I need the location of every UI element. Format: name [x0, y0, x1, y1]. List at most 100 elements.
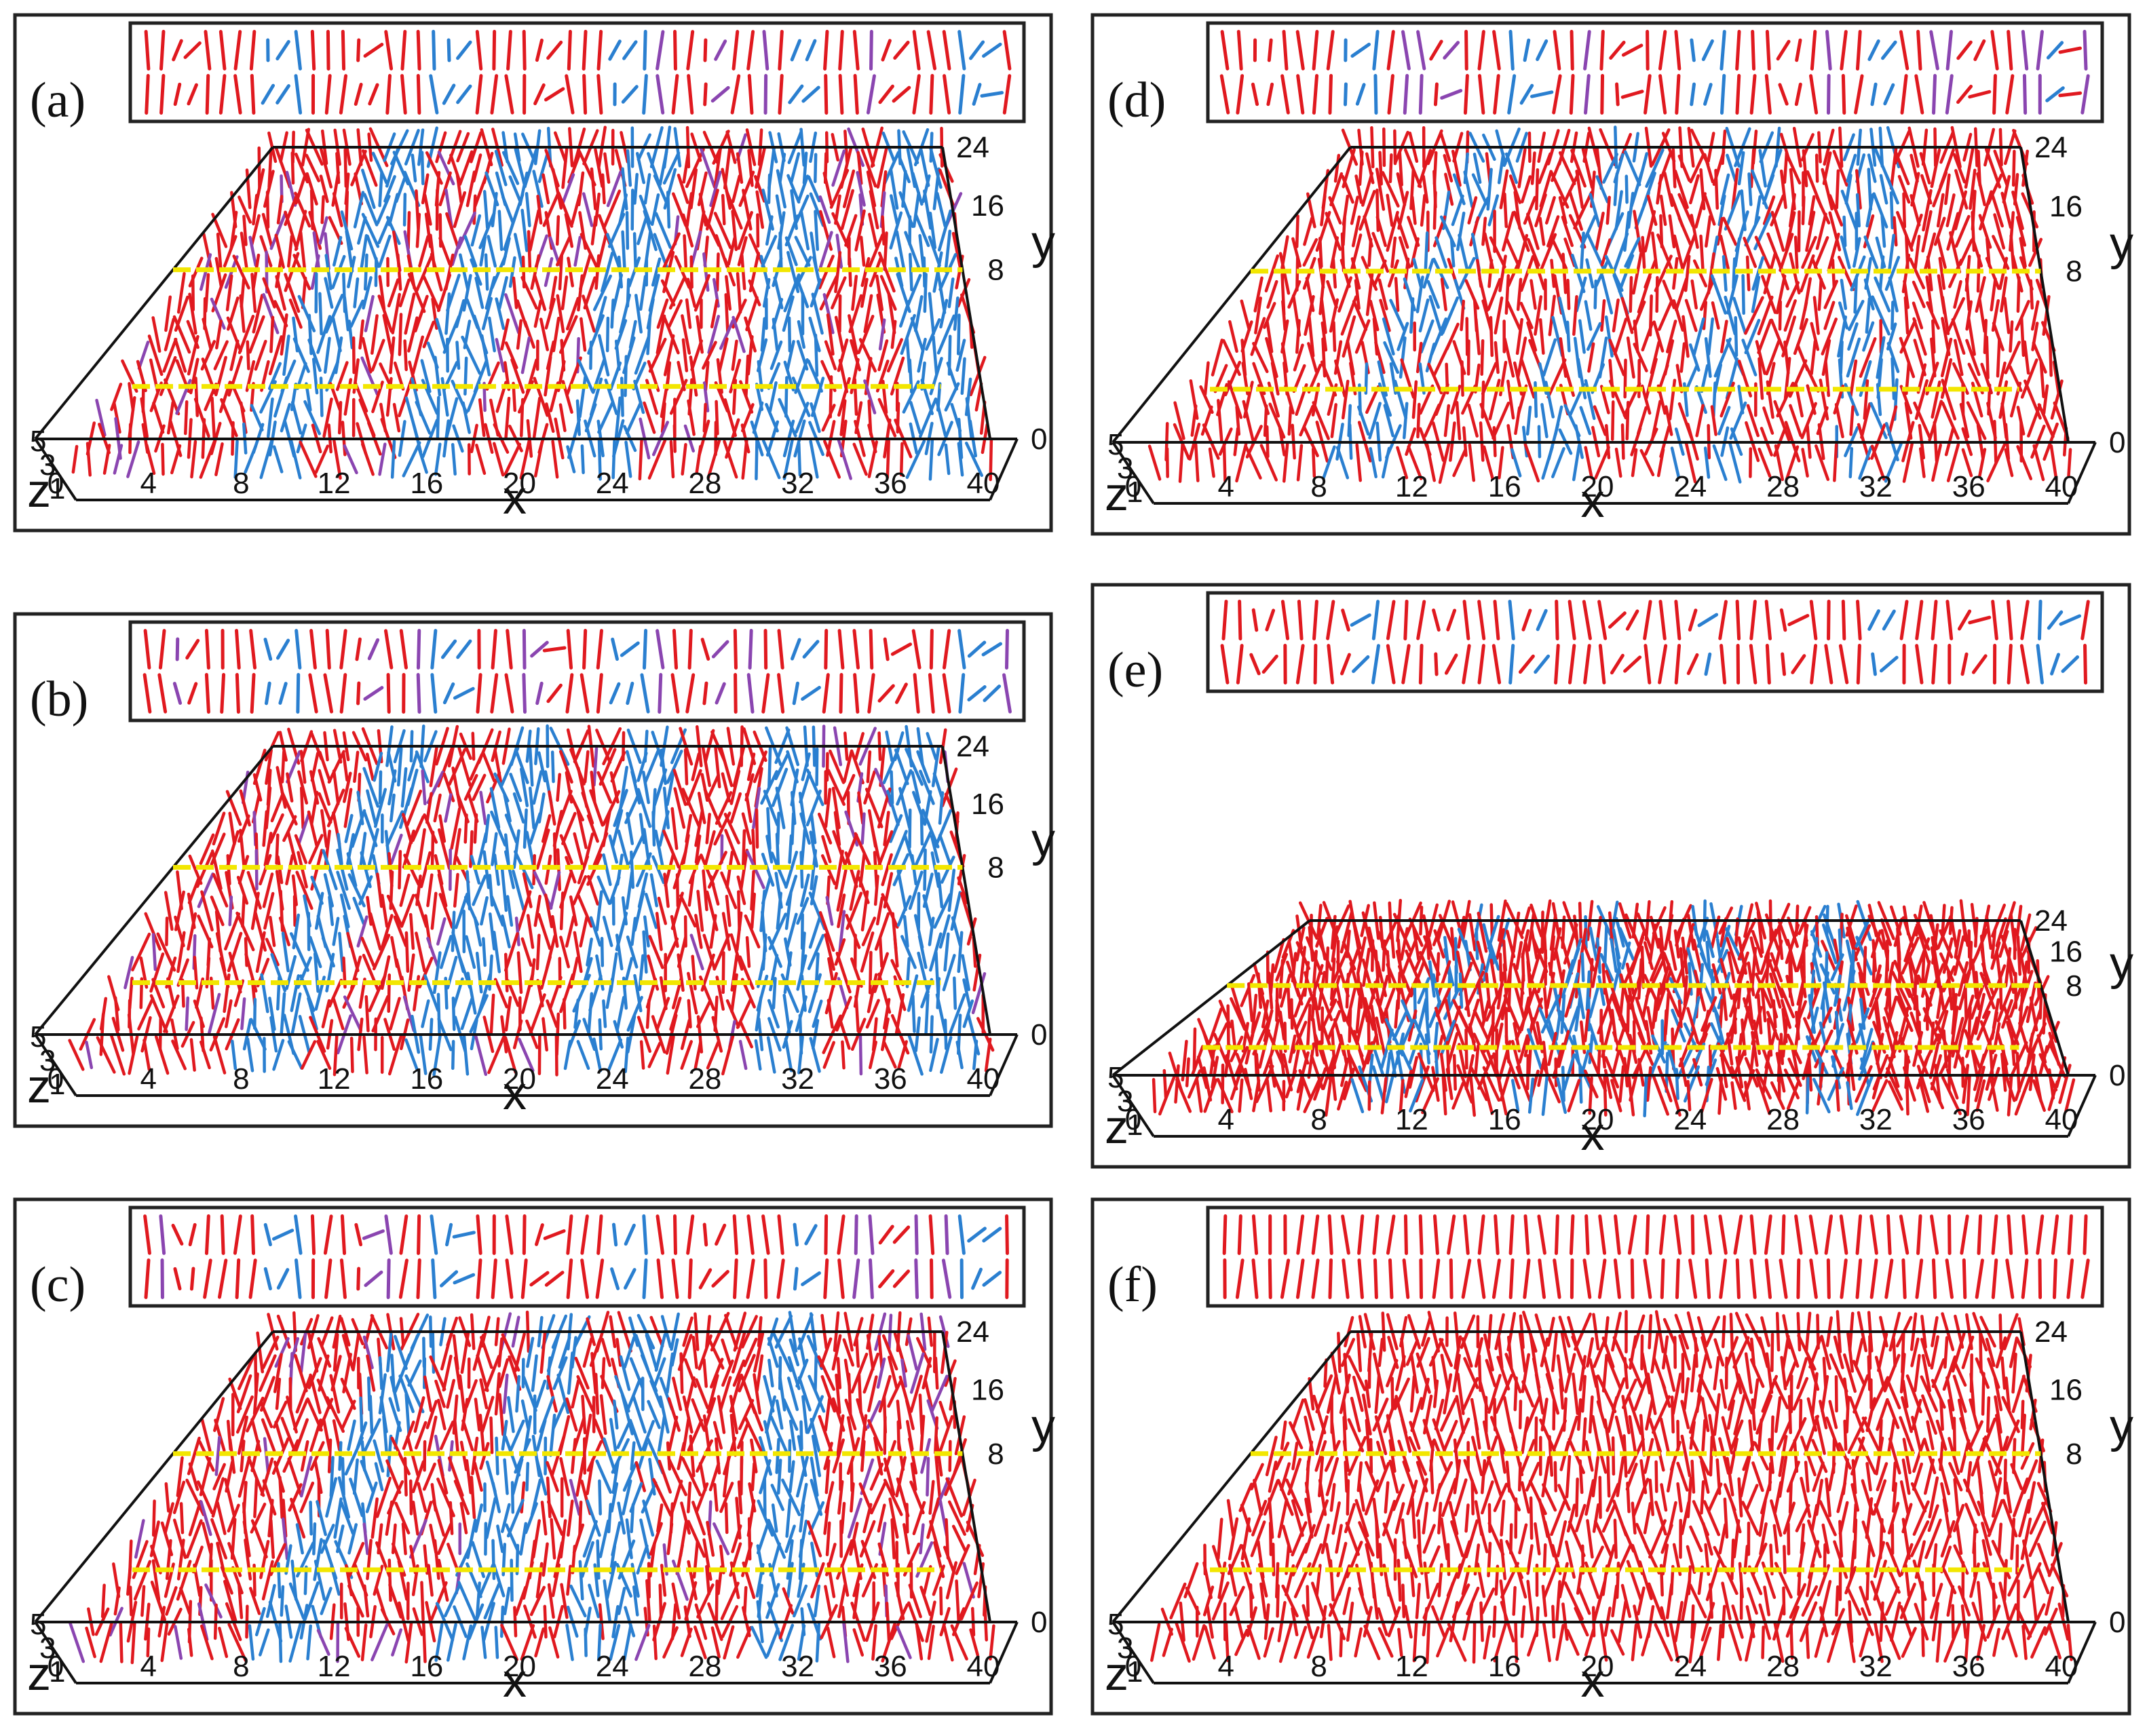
inset-vector: [866, 74, 876, 115]
x-tick-label: 8: [1310, 470, 1327, 503]
field-vector: [573, 931, 583, 973]
inset-vector: [456, 40, 472, 60]
field-vector: [481, 751, 496, 783]
field-vector: [95, 398, 107, 437]
x-tick-label: 8: [233, 467, 249, 500]
field-vector: [935, 191, 947, 228]
x-tick-label: 4: [140, 1062, 156, 1096]
inset-vector: [453, 687, 475, 700]
field-vector: [944, 229, 952, 273]
field-vector: [370, 314, 379, 355]
inset-vector: [368, 83, 379, 106]
field-vector: [408, 912, 415, 950]
field-vector: [808, 914, 822, 949]
field-vector: [681, 213, 694, 248]
field-vector: [250, 404, 264, 431]
field-vector: [611, 809, 624, 849]
y-axis-title: y: [1031, 813, 1055, 866]
inset-vector: [1841, 600, 1846, 640]
field-vector: [831, 786, 841, 830]
inset-vector: [981, 642, 1002, 657]
inset-vector: [2022, 74, 2028, 115]
field-vector: [532, 396, 542, 439]
field-vector: [824, 340, 837, 370]
field-vector: [558, 403, 567, 432]
inset-vector: [881, 39, 892, 62]
field-vector: [238, 195, 252, 224]
field-vector: [254, 339, 267, 371]
field-vector: [775, 832, 780, 866]
field-vector: [723, 813, 740, 845]
field-vector: [433, 793, 442, 823]
field-vector: [721, 951, 725, 995]
field-vector: [512, 829, 520, 869]
inset-vector: [276, 84, 290, 104]
inset-vector: [325, 629, 331, 670]
inset-vector: [416, 74, 421, 115]
field-vector: [894, 748, 909, 786]
field-vector: [525, 830, 535, 868]
field-vector: [495, 338, 506, 373]
inset-vector: [733, 1258, 738, 1299]
field-vector: [307, 339, 322, 372]
field-vector: [852, 442, 868, 476]
field-vector: [850, 1482, 855, 1513]
field-vector: [890, 320, 897, 349]
field-vector: [479, 790, 487, 826]
field-vector: [796, 954, 808, 991]
field-vector: [662, 829, 681, 869]
field-vector: [294, 210, 307, 252]
field-vector: [663, 872, 670, 908]
field-vector: [654, 829, 664, 869]
inset-vector: [385, 74, 392, 115]
field-vector: [383, 175, 396, 203]
field-vector: [311, 358, 319, 395]
field-vector: [896, 869, 907, 912]
field-vector: [750, 870, 755, 911]
inset-vector: [914, 1214, 919, 1255]
field-vector: [643, 749, 660, 784]
z-tick-label: 1: [49, 472, 65, 505]
field-vector: [882, 749, 900, 785]
field-vector: [551, 168, 563, 210]
field-vector: [396, 747, 403, 787]
x-tick-label: 40: [2045, 470, 2078, 503]
inset-vector: [233, 74, 242, 115]
field-vector: [564, 212, 574, 248]
field-vector: [577, 893, 593, 928]
field-vector: [328, 895, 335, 927]
inset-vector: [929, 629, 934, 670]
field-vector: [957, 442, 964, 477]
field-vector: [290, 151, 295, 185]
field-vector: [889, 168, 899, 210]
field-vector: [902, 380, 920, 414]
inset-vector: [732, 30, 740, 71]
field-vector: [472, 773, 487, 801]
field-vector: [642, 930, 648, 974]
field-vector: [810, 813, 817, 845]
field-vector: [917, 337, 927, 373]
field-vector: [1460, 360, 1464, 397]
field-vector: [451, 996, 456, 1031]
field-vector: [387, 769, 397, 806]
field-vector: [801, 752, 811, 782]
field-vector: [228, 951, 242, 994]
inset-vector: [926, 30, 937, 71]
inset-vector: [416, 30, 421, 71]
field-vector: [344, 813, 354, 843]
inset-vector: [1675, 74, 1681, 115]
inset-vector: [1735, 30, 1741, 71]
field-vector: [478, 398, 486, 438]
field-vector: [902, 914, 909, 948]
field-vector: [786, 174, 801, 204]
field-vector: [752, 786, 761, 830]
field-vector: [194, 377, 199, 417]
field-vector: [197, 872, 214, 908]
field-vector: [286, 235, 294, 268]
field-vector: [782, 295, 795, 332]
field-vector: [305, 172, 318, 206]
field-vector: [835, 952, 852, 994]
inset-vector: [912, 30, 921, 71]
field-vector: [844, 214, 858, 247]
field-vector: [636, 216, 648, 246]
